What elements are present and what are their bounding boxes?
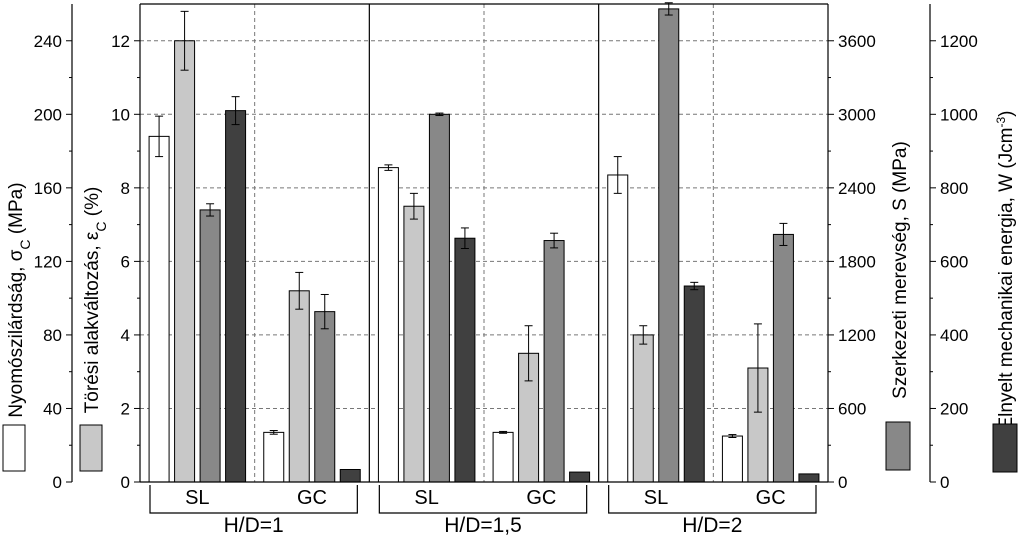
tick-label-right_inner: 1200 xyxy=(838,326,876,345)
axis-title-right_outer: Elnyelt mechanikai energia, W (Jcm-3) xyxy=(994,111,1017,430)
bar-C-0 xyxy=(174,40,196,483)
tick-label-right_outer: 200 xyxy=(940,399,968,418)
bar-C-5 xyxy=(721,435,743,483)
category-label: SL xyxy=(414,487,438,509)
tick-label-right_outer: 0 xyxy=(940,473,949,492)
category-label: GC xyxy=(297,487,327,509)
bar-C-1 xyxy=(288,290,310,483)
legend-swatches xyxy=(2,421,1018,473)
tick-label-left_inner: 0 xyxy=(121,473,130,492)
bar-C-2 xyxy=(377,167,399,483)
tick-label-left_outer: 120 xyxy=(34,252,62,271)
tick-label-right_inner: 0 xyxy=(838,473,847,492)
group-brackets: H/D=1SL GCH/D=1,5SL GCH/D=2SL GC xyxy=(149,485,817,535)
category-label: GC xyxy=(526,487,556,509)
tick-label-right_outer: 1200 xyxy=(940,32,978,51)
legend-swatch-W xyxy=(992,423,1018,473)
tick-label-left_inner: 8 xyxy=(121,179,130,198)
axes: 0408012016020024002468101206001200180024… xyxy=(6,4,1017,492)
bar-C-2 xyxy=(403,205,425,483)
axis-title-left_inner: Törési alakváltozás, εC (%) xyxy=(82,187,109,414)
legend-swatch-S xyxy=(885,421,911,471)
tick-label-left_inner: 10 xyxy=(111,105,130,124)
axis-title-left_outer: Nyomószilárdság, σC (MPa) xyxy=(6,182,33,417)
group-bracket xyxy=(608,485,817,514)
bar-W-0 xyxy=(225,110,247,483)
bar-S-0 xyxy=(199,209,221,483)
bar-W-1 xyxy=(339,468,361,483)
category-label: GC xyxy=(756,487,786,509)
bar-W-3 xyxy=(569,471,591,483)
tick-label-right_inner: 3600 xyxy=(838,32,876,51)
tick-label-right_outer: 1000 xyxy=(940,105,978,124)
legend-swatch-sigma xyxy=(2,424,26,472)
legend-swatch-epsilon xyxy=(79,424,103,472)
tick-label-right_inner: 600 xyxy=(838,399,866,418)
tick-label-right_inner: 2400 xyxy=(838,179,876,198)
tick-label-left_outer: 200 xyxy=(34,105,62,124)
group-bracket xyxy=(149,485,358,514)
plot-frame xyxy=(140,3,828,483)
tick-label-left_outer: 160 xyxy=(34,179,62,198)
group-label: H/D=1,5 xyxy=(444,514,522,535)
tick-label-left_outer: 80 xyxy=(43,326,62,345)
bar-W-4 xyxy=(683,285,705,483)
bar-S-4 xyxy=(658,8,680,483)
group-label: H/D=1 xyxy=(224,514,284,535)
bar-C-4 xyxy=(607,174,629,483)
tick-label-right_inner: 1800 xyxy=(838,252,876,271)
tick-label-right_outer: 600 xyxy=(940,252,968,271)
group-label: H/D=2 xyxy=(682,514,742,535)
group-bracket xyxy=(378,485,588,514)
tick-label-left_inner: 2 xyxy=(121,399,130,418)
bar-S-1 xyxy=(314,311,336,483)
tick-label-right_outer: 400 xyxy=(940,326,968,345)
tick-label-left_inner: 12 xyxy=(111,32,130,51)
tick-label-left_inner: 4 xyxy=(121,326,130,345)
tick-label-left_outer: 240 xyxy=(34,32,62,51)
bar-W-2 xyxy=(454,237,476,483)
tick-label-left_inner: 6 xyxy=(121,252,130,271)
grid-lines xyxy=(140,4,828,482)
category-label: SL xyxy=(644,487,668,509)
bar-C-4 xyxy=(632,334,654,483)
bar-S-2 xyxy=(428,113,450,483)
category-label: SL xyxy=(185,487,209,509)
tick-label-right_outer: 800 xyxy=(940,179,968,198)
bar-W-5 xyxy=(798,473,820,483)
bar-S-5 xyxy=(772,233,794,483)
tick-label-left_outer: 0 xyxy=(53,473,62,492)
tick-label-right_inner: 3000 xyxy=(838,105,876,124)
bar-C-1 xyxy=(263,431,285,483)
bar-C-0 xyxy=(148,135,170,483)
bar-C-3 xyxy=(492,431,514,483)
axis-title-right_inner: Szerkezeti merevség, S (MPa) xyxy=(890,141,911,399)
tick-label-left_outer: 40 xyxy=(43,399,62,418)
bar-S-3 xyxy=(543,240,565,483)
